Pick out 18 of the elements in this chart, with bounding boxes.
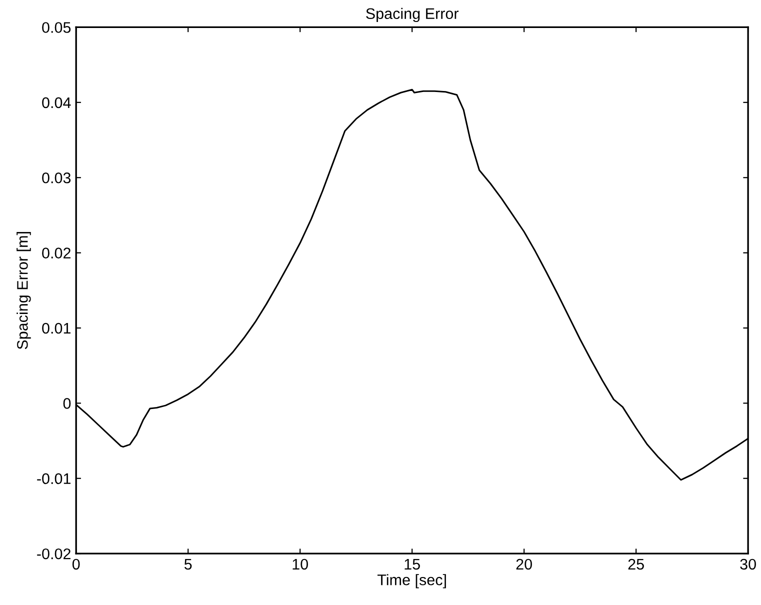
x-axis-title: Time [sec] bbox=[377, 574, 446, 588]
x-tick-label: 30 bbox=[740, 558, 756, 570]
y-tick-label: 0 bbox=[63, 398, 71, 409]
y-tick-label: 0.01 bbox=[42, 322, 70, 334]
y-tick-label: 0.02 bbox=[42, 248, 70, 258]
x-tick-label: 20 bbox=[516, 558, 532, 570]
chart-title: Spacing Error bbox=[366, 8, 459, 22]
x-tick-label: 0 bbox=[72, 558, 80, 570]
y-tick-label: -0.02 bbox=[37, 548, 70, 560]
y-tick-label: 0.05 bbox=[42, 22, 71, 33]
y-axis-title: Spacing Error [m] bbox=[16, 232, 31, 350]
y-tick-label: 0.03 bbox=[42, 172, 71, 184]
x-tick-label: 5 bbox=[184, 558, 192, 570]
x-tick-label: 10 bbox=[292, 558, 308, 570]
y-tick-label: -0.01 bbox=[37, 473, 70, 484]
x-tick-label: 15 bbox=[404, 558, 420, 570]
x-tick-label: 25 bbox=[628, 558, 644, 570]
y-tick-label: 0.04 bbox=[42, 97, 71, 108]
